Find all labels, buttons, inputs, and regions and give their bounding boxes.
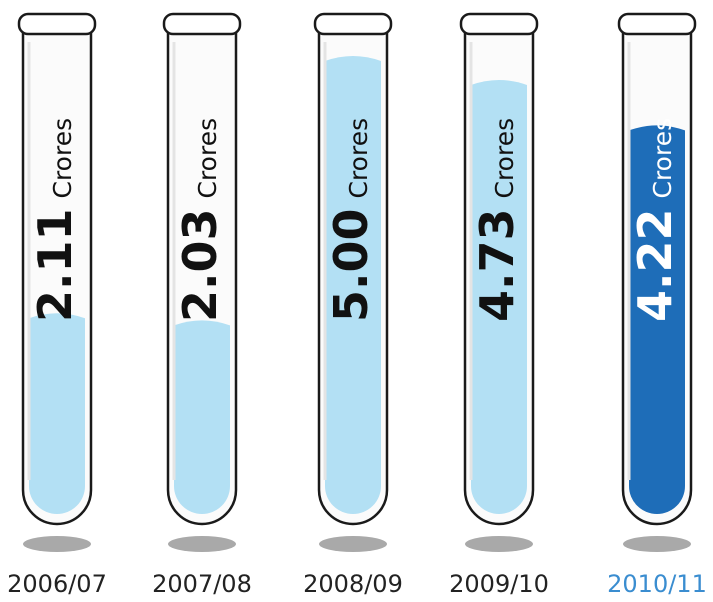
tube-2008-09: 5.00 Crores 2008/09 (303, 12, 403, 598)
tube-value-label: 5.00 Crores (324, 118, 378, 322)
value-unit: Crores (193, 118, 222, 199)
tube-liquid (325, 56, 381, 514)
tube-shadow (23, 536, 91, 552)
tube-shadow (168, 536, 236, 552)
tube-value-label: 2.11 Crores (28, 118, 82, 322)
value-unit: Crores (648, 118, 677, 199)
year-label: 2006/07 (7, 570, 107, 598)
value-unit: Crores (48, 118, 77, 199)
tube-liquid (174, 320, 230, 514)
value-number: 4.73 (470, 209, 524, 323)
tube-value-label: 4.73 Crores (470, 118, 524, 322)
tube-liquid (629, 125, 685, 515)
tube-value-label: 4.22 Crores (628, 118, 682, 322)
tube-value-label: 2.03 Crores (173, 118, 227, 322)
year-label: 2007/08 (152, 570, 252, 598)
tube-rim (459, 12, 539, 36)
value-number: 2.03 (173, 209, 227, 323)
tube-liquid (471, 80, 527, 514)
tube-2007-08: 2.03 Crores 2007/08 (152, 12, 252, 598)
tube-shadow (319, 536, 387, 552)
tube-2010-11: 4.22 Crores 2010/11 (607, 12, 707, 598)
value-number: 4.22 (628, 209, 682, 323)
tube-shadow (623, 536, 691, 552)
value-number: 5.00 (324, 209, 378, 323)
tube-rim (617, 12, 697, 36)
tube-2009-10: 4.73 Crores 2009/10 (449, 12, 549, 598)
value-number: 2.11 (28, 209, 82, 323)
value-unit: Crores (490, 118, 519, 199)
tube-shadow (465, 536, 533, 552)
tube-rim (162, 12, 242, 36)
value-unit: Crores (344, 118, 373, 199)
tube-rim (17, 12, 97, 36)
tube-liquid (29, 313, 85, 514)
tube-rim (313, 12, 393, 36)
year-label: 2009/10 (449, 570, 549, 598)
tube-2006-07: 2.11 Crores 2006/07 (7, 12, 107, 598)
year-label: 2010/11 (607, 570, 707, 598)
year-label: 2008/09 (303, 570, 403, 598)
